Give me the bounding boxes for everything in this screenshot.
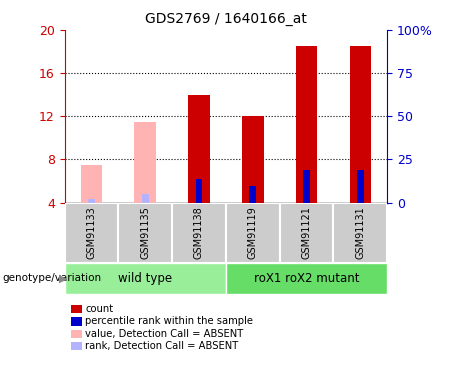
Text: count: count xyxy=(85,304,113,314)
Text: percentile rank within the sample: percentile rank within the sample xyxy=(85,316,253,326)
Bar xyxy=(195,179,202,203)
Bar xyxy=(242,116,264,202)
Bar xyxy=(135,122,156,202)
Bar xyxy=(172,202,226,262)
Text: ▶: ▶ xyxy=(59,273,67,283)
Text: value, Detection Call = ABSENT: value, Detection Call = ABSENT xyxy=(85,329,243,339)
Bar xyxy=(333,202,387,262)
Text: GSM91131: GSM91131 xyxy=(355,206,366,259)
Bar xyxy=(357,170,364,202)
Text: roX1 roX2 mutant: roX1 roX2 mutant xyxy=(254,272,359,285)
Text: GSM91121: GSM91121 xyxy=(301,206,312,259)
Bar xyxy=(349,46,371,202)
Text: rank, Detection Call = ABSENT: rank, Detection Call = ABSENT xyxy=(85,341,238,351)
Title: GDS2769 / 1640166_at: GDS2769 / 1640166_at xyxy=(145,12,307,26)
Bar xyxy=(303,170,310,202)
Text: GSM91135: GSM91135 xyxy=(140,206,150,259)
Bar xyxy=(226,262,387,294)
Text: GSM91138: GSM91138 xyxy=(194,206,204,259)
Text: GSM91119: GSM91119 xyxy=(248,206,258,259)
Bar xyxy=(280,202,333,262)
Text: GSM91133: GSM91133 xyxy=(86,206,96,259)
Text: wild type: wild type xyxy=(118,272,172,285)
Bar xyxy=(249,186,256,202)
Bar xyxy=(142,194,149,202)
Text: genotype/variation: genotype/variation xyxy=(2,273,101,283)
Bar xyxy=(118,202,172,262)
Bar xyxy=(296,46,317,202)
Bar xyxy=(81,165,102,202)
Bar xyxy=(226,202,280,262)
Bar xyxy=(65,202,118,262)
Bar xyxy=(65,262,226,294)
Bar xyxy=(188,95,210,202)
Bar xyxy=(88,199,95,202)
